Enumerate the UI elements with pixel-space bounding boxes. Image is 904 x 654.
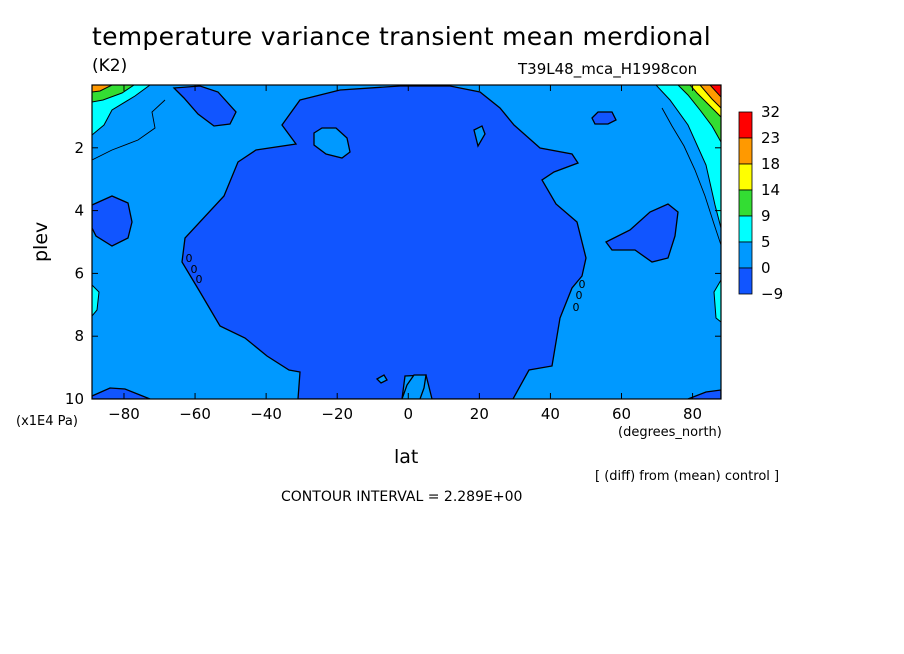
hole-blob [313,127,351,159]
right-cyan-band [655,85,721,229]
units-label: (K2) [92,56,128,76]
x-tick-label: 0 [404,405,414,423]
x-tick-label: 80 [683,405,702,423]
colorbar-swatch [738,163,753,191]
x-tick-label: 60 [612,405,631,423]
left-orange-band [92,85,113,93]
central-low-region [181,85,587,399]
hole-sliver [473,125,486,148]
colorbar-label: 23 [761,129,780,147]
x-axis: −80 −60 −40 −20 0 20 40 60 80 [108,85,702,423]
patch-top-right [591,111,617,125]
hole-bottom-a [375,374,388,384]
y-tick-label: 10 [65,390,84,408]
right-edge-cyan [713,279,721,323]
x-axis-label: lat [394,446,419,468]
colorbar: 32 23 18 14 9 5 0 −9 [738,103,783,303]
left-edge-cyan [92,284,100,317]
y-axis: 2 4 6 8 10 [65,139,721,408]
x-tick-label: −20 [321,405,353,423]
x-tick-label: 40 [541,405,560,423]
colorbar-label: 9 [761,207,771,225]
contour-line-left [92,99,166,161]
run-name: T39L48_mca_H1998con [518,60,698,78]
colorbar-label: 5 [761,233,771,251]
plot-frame [91,84,722,400]
annotation: [ (diff) from (mean) control ] [595,469,780,484]
patch-bottom-left [92,387,151,399]
contour-label: 0 [579,278,586,291]
colorbar-swatch [738,241,753,269]
x-tick-label: −80 [108,405,140,423]
x-axis-units: (degrees_north) [618,425,722,440]
colorbar-label: 32 [761,103,780,121]
y-tick-label: 6 [74,264,84,282]
colorbar-swatch [738,189,753,217]
colorbar-swatch [738,111,753,139]
colorbar-label: −9 [761,285,783,303]
y-tick-label: 2 [74,139,84,157]
patch-bottom-right [687,389,721,399]
contour-label: 0 [196,273,203,286]
patch-right-mid [605,203,679,263]
y-axis-label: plev [30,221,52,262]
x-tick-label: −60 [179,405,211,423]
colorbar-label: 18 [761,155,780,173]
chart-title: temperature variance transient mean merd… [92,22,711,51]
contour-label: 0 [186,252,193,265]
y-axis-units: (x1E4 Pa) [16,414,78,429]
colorbar-swatch [738,267,753,295]
colorbar-swatch [738,137,753,165]
colorbar-swatch [738,215,753,243]
x-tick-label: 20 [470,405,489,423]
x-tick-label: −40 [250,405,282,423]
y-tick-label: 4 [74,202,84,220]
contour-label: 0 [191,263,198,276]
contour-line-right [661,107,721,246]
y-tick-label: 8 [74,327,84,345]
right-red-band [709,85,721,98]
contour-interval: CONTOUR INTERVAL = 2.289E+00 [281,489,523,505]
contour-labels: 000 000 [186,252,586,314]
patch-left-mid [92,195,133,247]
contour-label: 0 [573,301,580,314]
contour-label: 0 [576,289,583,302]
colorbar-label: 0 [761,259,771,277]
colorbar-label: 14 [761,181,780,199]
patch-top-left [172,85,237,127]
